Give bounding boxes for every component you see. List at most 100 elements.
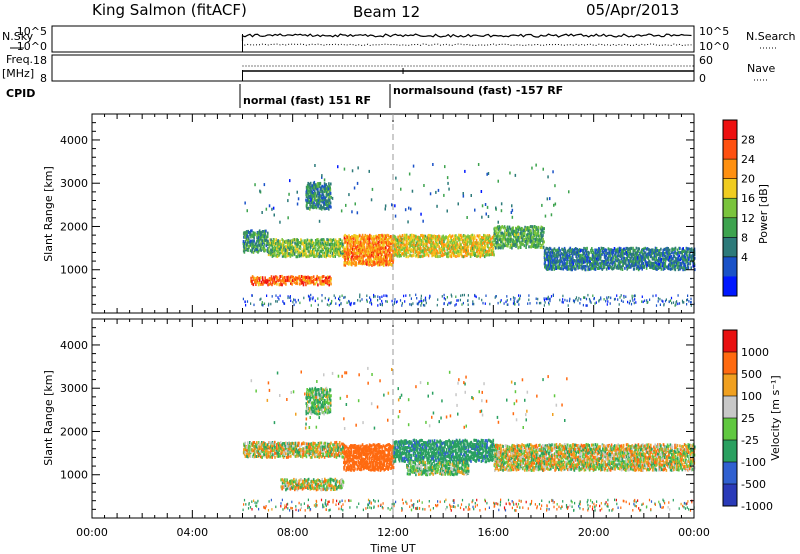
heat-cell bbox=[442, 234, 445, 238]
heat-cell bbox=[244, 241, 246, 245]
heat-cell bbox=[316, 190, 319, 194]
heat-cell bbox=[307, 206, 309, 210]
heat-cell bbox=[299, 253, 301, 257]
heat-cell bbox=[421, 239, 423, 243]
heat-cell bbox=[684, 251, 686, 255]
heat-cell bbox=[474, 208, 476, 212]
heat-cell bbox=[412, 250, 414, 254]
heat-cell bbox=[254, 447, 257, 451]
heat-cell bbox=[339, 298, 341, 302]
heat-cell bbox=[323, 190, 326, 194]
heat-cell bbox=[311, 198, 313, 202]
heat-cell bbox=[348, 255, 350, 259]
heat-cell bbox=[566, 259, 568, 263]
heat-cell bbox=[496, 227, 498, 231]
heat-cell bbox=[312, 444, 314, 448]
heat-cell bbox=[320, 254, 323, 258]
heat-cell bbox=[252, 246, 255, 250]
heat-cell bbox=[660, 267, 663, 271]
heat-cell bbox=[455, 243, 457, 247]
heat-cell bbox=[385, 240, 388, 244]
heat-cell bbox=[402, 237, 404, 241]
heat-cell bbox=[315, 206, 318, 210]
heat-cell bbox=[316, 444, 318, 448]
heat-cell bbox=[575, 267, 577, 271]
heat-cell bbox=[513, 240, 515, 244]
heat-cell bbox=[635, 301, 637, 304]
heat-cell bbox=[621, 265, 623, 269]
heat-cell bbox=[313, 450, 316, 454]
heat-cell bbox=[478, 297, 480, 300]
nave-tick-top: 60 bbox=[699, 54, 713, 67]
heat-cell bbox=[297, 298, 299, 302]
heat-cell bbox=[382, 250, 384, 254]
heat-cell bbox=[676, 259, 678, 263]
heat-cell bbox=[297, 444, 300, 447]
heat-cell bbox=[636, 265, 638, 269]
heat-cell bbox=[371, 237, 373, 241]
heat-cell bbox=[619, 260, 622, 264]
heat-cell bbox=[552, 265, 555, 269]
heat-cell bbox=[244, 450, 247, 454]
heat-cell bbox=[435, 246, 437, 250]
heat-cell bbox=[518, 303, 520, 306]
heat-cell bbox=[247, 234, 249, 238]
heat-cell bbox=[246, 452, 248, 456]
heat-cell bbox=[515, 227, 518, 231]
heat-cell bbox=[258, 235, 260, 239]
heat-cell bbox=[605, 299, 607, 303]
heat-cell bbox=[309, 455, 312, 459]
colorbar-tick-label: 20 bbox=[741, 173, 755, 186]
heat-cell bbox=[282, 448, 285, 452]
heat-cell bbox=[452, 249, 455, 253]
heat-cell bbox=[508, 234, 510, 238]
heat-cell bbox=[256, 248, 258, 251]
heat-cell bbox=[588, 297, 591, 301]
heat-cell bbox=[655, 247, 658, 251]
heat-cell bbox=[609, 265, 611, 269]
heat-cell bbox=[650, 254, 652, 258]
heat-cell bbox=[350, 237, 352, 240]
heat-cell bbox=[319, 241, 322, 245]
heat-cell bbox=[639, 252, 641, 255]
heat-cell bbox=[331, 251, 334, 255]
heat-cell bbox=[654, 259, 656, 263]
heat-cell bbox=[501, 244, 503, 248]
heat-cell bbox=[314, 442, 316, 446]
heat-cell bbox=[256, 236, 259, 240]
heat-cell bbox=[247, 452, 249, 456]
heat-cell bbox=[330, 195, 332, 199]
heat-cell bbox=[308, 239, 310, 243]
heat-cell bbox=[356, 181, 359, 185]
heat-cell bbox=[540, 228, 543, 232]
heat-cell bbox=[585, 304, 587, 307]
heat-cell bbox=[303, 448, 306, 452]
heat-cell bbox=[464, 247, 467, 251]
heat-cell bbox=[435, 255, 437, 258]
heat-cell bbox=[501, 225, 504, 229]
heat-cell bbox=[285, 452, 287, 456]
heat-cell bbox=[296, 282, 299, 286]
heat-cell bbox=[371, 263, 373, 267]
heat-cell bbox=[621, 253, 624, 257]
heat-cell bbox=[414, 246, 417, 250]
heat-cell bbox=[317, 204, 319, 208]
heat-cell bbox=[540, 245, 543, 249]
heat-cell bbox=[310, 198, 312, 202]
heat-cell bbox=[437, 255, 439, 259]
heat-cell bbox=[284, 449, 287, 453]
heat-cell bbox=[257, 238, 259, 242]
heat-cell bbox=[310, 201, 313, 205]
heat-cell bbox=[612, 256, 615, 260]
heat-cell bbox=[554, 202, 557, 206]
heat-cell bbox=[309, 203, 311, 207]
heat-cell bbox=[275, 294, 277, 297]
heat-cell bbox=[273, 249, 276, 253]
heat-cell bbox=[291, 243, 293, 247]
colorbar-segment bbox=[723, 178, 737, 199]
heat-cell bbox=[652, 251, 654, 255]
heat-cell bbox=[313, 278, 316, 282]
heat-cell bbox=[260, 235, 263, 239]
heat-cell bbox=[330, 301, 332, 305]
heat-cell bbox=[306, 206, 308, 210]
